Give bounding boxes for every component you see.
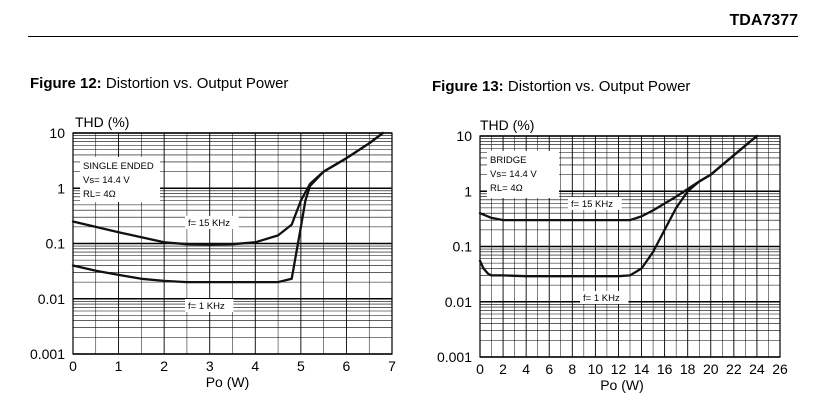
y-tick-label: 0.001 [437, 349, 472, 365]
x-tick-label: 2 [499, 361, 507, 377]
x-tick-label: 26 [772, 361, 788, 377]
condition-line: Vs= 14.4 V [490, 169, 537, 180]
y-tick-label: 1 [464, 183, 472, 199]
y-tick-label: 0.01 [38, 291, 65, 307]
condition-box: SINGLE ENDED Vs= 14.4 V RL= 4Ω [80, 157, 160, 202]
x-tick-label: 22 [726, 361, 742, 377]
y-tick-label: 1 [57, 180, 65, 196]
x-tick-label: 5 [297, 358, 305, 374]
x-tick-label: 18 [680, 361, 696, 377]
condition-line: RL= 4Ω [83, 189, 116, 200]
y-axis-label: THD (%) [75, 114, 129, 130]
x-tick-label: 20 [703, 361, 719, 377]
condition-line: Vs= 14.4 V [83, 175, 130, 186]
figure-13-caption: Figure 13: Distortion vs. Output Power [432, 78, 690, 95]
condition-line: SINGLE ENDED [83, 161, 154, 172]
series-label-bg [568, 197, 622, 210]
x-axis-label: Po (W) [206, 374, 250, 390]
condition-line: BRIDGE [490, 155, 526, 166]
x-tick-label: 4 [251, 358, 259, 374]
figure-12-title: Distortion vs. Output Power [105, 75, 289, 92]
x-tick-label: 3 [206, 358, 214, 374]
document-id: TDA7377 [729, 12, 798, 29]
x-tick-label: 10 [588, 361, 604, 377]
x-tick-label: 24 [749, 361, 765, 377]
figure-13-title: Distortion vs. Output Power [507, 78, 691, 95]
y-axis-label: THD (%) [480, 117, 534, 133]
x-tick-label: 4 [522, 361, 530, 377]
series-line-1khz [71, 131, 385, 284]
x-tick-label: 6 [343, 358, 351, 374]
series-line-1khz [478, 134, 759, 278]
y-tick-label: 10 [456, 128, 472, 144]
series-label: f= 15 KHz [571, 199, 613, 210]
x-tick-label: 8 [568, 361, 576, 377]
y-tick-label: 0.01 [445, 294, 472, 310]
series-label-bg [185, 216, 239, 229]
condition-box-bg [80, 157, 160, 202]
x-tick-label: 6 [545, 361, 553, 377]
plot-frame [479, 135, 781, 358]
series-label: f= 15 KHz [188, 218, 230, 229]
x-tick-label: 12 [611, 361, 627, 377]
y-tick-label: 0.001 [30, 346, 65, 362]
series-label: f= 1 KHz [188, 301, 225, 312]
figure-12-caption: Figure 12: Distortion vs. Output Power [30, 75, 288, 92]
x-tick-label: 1 [115, 358, 123, 374]
y-tick-label: 0.1 [46, 236, 66, 252]
condition-box-bg [487, 151, 559, 198]
y-tick-label: 0.1 [453, 239, 473, 255]
figure-13-label: Figure 13: [432, 78, 504, 95]
x-tick-label: 2 [160, 358, 168, 374]
series-label-bg [185, 299, 234, 312]
figure-12-label: Figure 12: [30, 75, 102, 92]
x-tick-label: 7 [388, 358, 396, 374]
series-label-bg [580, 291, 629, 304]
plot-frame [72, 132, 393, 355]
x-tick-label: 0 [69, 358, 77, 374]
header-rule [28, 36, 798, 37]
condition-box: BRIDGE Vs= 14.4 V RL= 4Ω [487, 151, 559, 198]
series-label: f= 1 KHz [583, 293, 620, 304]
x-tick-label: 0 [476, 361, 484, 377]
x-tick-label: 14 [634, 361, 650, 377]
x-tick-label: 16 [657, 361, 673, 377]
condition-line: RL= 4Ω [490, 183, 523, 194]
x-axis-label: Po (W) [600, 377, 644, 393]
y-tick-label: 10 [49, 125, 65, 141]
